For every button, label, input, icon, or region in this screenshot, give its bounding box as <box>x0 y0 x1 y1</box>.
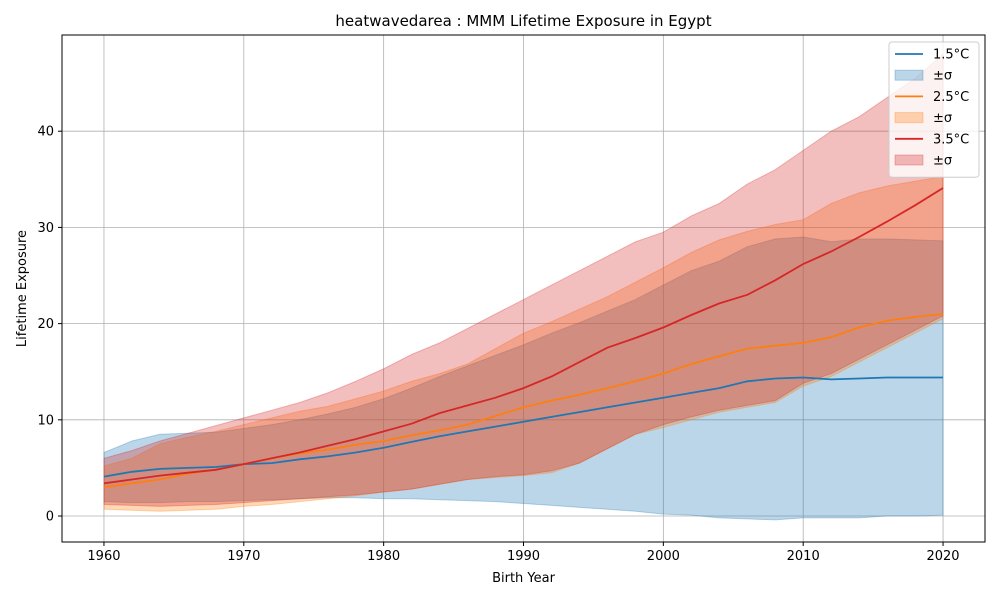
x-tick-label: 1980 <box>367 549 400 564</box>
legend: 1.5°C ±σ 2.5°C ±σ 3.5°C ±σ <box>888 41 980 178</box>
band-2-5 <box>103 175 944 512</box>
legend-band-2-label: ±σ <box>933 154 952 169</box>
legend-band-1-swatch <box>894 112 924 124</box>
x-tick-label: 1960 <box>87 549 120 564</box>
legend-band-2-swatch <box>894 154 924 166</box>
y-axis-label: Lifetime Exposure <box>15 230 30 347</box>
line-3-5 <box>103 187 944 485</box>
y-tick-label: 20 <box>37 317 54 332</box>
y-tick-label: 40 <box>37 125 54 140</box>
x-tick-label: 2010 <box>787 549 820 564</box>
band-3-5 <box>103 53 944 507</box>
x-axis-label: Birth Year <box>492 571 556 586</box>
y-tick-label: 30 <box>37 221 54 236</box>
chart-title: heatwavedarea : MMM Lifetime Exposure in… <box>335 12 711 30</box>
y-tick-label: 0 <box>46 510 54 525</box>
x-tick-label: 1990 <box>507 549 540 564</box>
y-tick-label: 10 <box>37 413 54 428</box>
x-tick-label: 1970 <box>227 549 260 564</box>
legend-line-2-label: 3.5°C <box>933 132 969 147</box>
grid <box>62 35 985 542</box>
ticks: 1960 1970 1980 1990 2000 2010 2020 0 10 20 30 40 <box>37 125 959 564</box>
legend-band-0-label: ±σ <box>933 69 952 84</box>
legend-band-1-label: ±σ <box>933 111 952 126</box>
legend-box <box>888 41 980 178</box>
legend-line-1-label: 2.5°C <box>933 90 969 105</box>
x-tick-label: 2000 <box>647 549 680 564</box>
x-tick-label: 2020 <box>926 549 959 564</box>
series-lines <box>103 187 944 489</box>
legend-band-0-swatch <box>894 69 924 81</box>
legend-line-0-label: 1.5°C <box>933 48 969 63</box>
